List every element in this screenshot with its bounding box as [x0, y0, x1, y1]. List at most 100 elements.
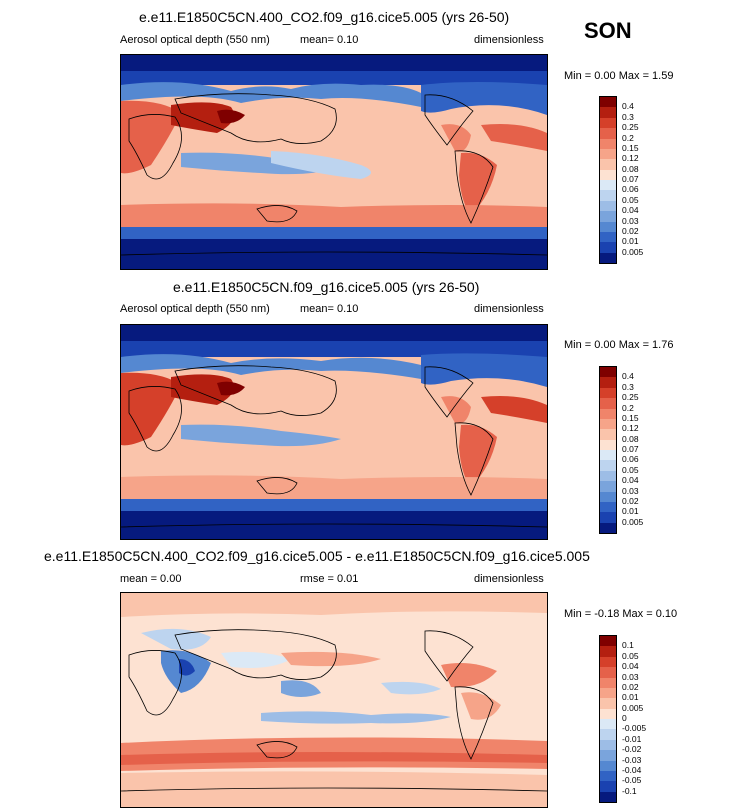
- colorbar-swatch: [600, 190, 616, 201]
- colorbar-swatch: [600, 781, 616, 792]
- colorbar-swatch: [600, 450, 616, 461]
- colorbar-tick-label: 0.02: [622, 681, 639, 692]
- panel2-title: e.e11.E1850C5CN.f09_g16.cice5.005 (yrs 2…: [173, 279, 480, 295]
- colorbar-swatch: [600, 687, 616, 699]
- colorbar-swatch: [600, 377, 616, 388]
- colorbar-tick-label: 0.15: [622, 142, 639, 153]
- panel2-colorbar-labels: 0.4 0.3 0.25 0.2 0.15 0.12 0.08 0.07 0.06 0.05 0.0…: [622, 366, 662, 534]
- panel2-mean-label: mean= 0.10: [300, 303, 359, 315]
- colorbar-tick-label: 0.25: [622, 392, 639, 403]
- colorbar-tick-label: 0.12: [622, 153, 639, 164]
- colorbar-tick-label: -0.03: [622, 754, 642, 765]
- colorbar-swatch: [600, 646, 616, 657]
- colorbar-tick-label: 0.02: [622, 225, 639, 236]
- colorbar-swatch: [600, 770, 616, 782]
- panel2-map: [120, 324, 548, 540]
- panel1-title: e.e11.E1850C5CN.400_CO2.f09_g16.cice5.00…: [139, 9, 510, 25]
- colorbar-tick-label: 0.005: [622, 702, 644, 713]
- colorbar-swatch: [600, 708, 616, 719]
- colorbar-swatch: [600, 408, 616, 419]
- colorbar-swatch: [600, 200, 616, 212]
- colorbar-swatch: [600, 719, 616, 730]
- colorbar-swatch: [600, 460, 616, 471]
- colorbar-tick-label: 0.03: [622, 671, 639, 682]
- panel3-minmax-label: Min = -0.18 Max = 0.10: [564, 608, 678, 620]
- panel1-mean-label: mean= 0.10: [300, 34, 359, 46]
- colorbar-tick-label: 0.005: [622, 246, 644, 257]
- colorbar-tick-label: 0.1: [622, 640, 634, 651]
- colorbar-tick-label: 0.04: [622, 661, 639, 672]
- colorbar-tick-label: 0.2: [622, 402, 634, 413]
- colorbar-swatch: [600, 501, 616, 513]
- panel1-colorbar-labels: 0.4 0.3 0.25 0.2 0.15 0.12 0.08 0.07 0.06 0.05 0.0…: [622, 96, 662, 264]
- colorbar-swatch: [600, 677, 616, 688]
- colorbar-swatch: [600, 439, 616, 450]
- colorbar-tick-label: 0.05: [622, 194, 639, 205]
- colorbar-tick-label: 0.04: [622, 475, 639, 486]
- colorbar-tick-label: 0.25: [622, 122, 639, 133]
- colorbar-swatch: [600, 481, 616, 492]
- colorbar-swatch: [600, 491, 616, 502]
- colorbar-tick-label: 0.06: [622, 184, 639, 195]
- colorbar-tick-label: 0.12: [622, 423, 639, 434]
- colorbar-swatch: [600, 117, 616, 129]
- panel3-title: e.e11.E1850C5CN.400_CO2.f09_g16.cice5.00…: [44, 548, 590, 564]
- colorbar-swatch: [600, 252, 616, 263]
- colorbar-swatch: [600, 791, 616, 802]
- colorbar-tick-label: 0.3: [622, 111, 634, 122]
- panel2-variable-label: Aerosol optical depth (550 nm): [120, 303, 270, 315]
- colorbar-swatch: [600, 470, 616, 482]
- colorbar-tick-label: 0.07: [622, 444, 639, 454]
- colorbar-tick-label: 0.15: [622, 412, 639, 423]
- panel3-rmse-label: rmse = 0.01: [300, 573, 359, 585]
- colorbar-tick-label: 0.4: [622, 371, 634, 382]
- colorbar-swatch: [600, 221, 616, 232]
- colorbar-tick-label: 0.02: [622, 495, 639, 506]
- panel1-variable-label: Aerosol optical depth (550 nm): [120, 34, 270, 46]
- colorbar-tick-label: 0.4: [622, 101, 634, 112]
- colorbar-tick-label: 0.3: [622, 381, 634, 392]
- colorbar-tick-label: 0.01: [622, 506, 639, 517]
- colorbar-swatch: [600, 159, 616, 170]
- panel3-mean-label: mean = 0.00: [120, 573, 182, 585]
- colorbar-tick-label: 0.03: [622, 215, 639, 226]
- panel2-minmax-label: Min = 0.00 Max = 1.76: [564, 339, 674, 351]
- colorbar-tick-label: 0.08: [622, 163, 639, 174]
- colorbar-tick-label: 0.05: [622, 650, 639, 661]
- colorbar-tick-label: 0.06: [622, 454, 639, 465]
- panel3-map: [120, 592, 548, 808]
- colorbar-tick-label: 0.005: [622, 516, 644, 527]
- colorbar-swatch: [600, 429, 616, 440]
- colorbar-swatch: [600, 656, 616, 668]
- panel3-units-label: dimensionless: [474, 573, 544, 585]
- colorbar-swatch: [600, 698, 616, 709]
- colorbar-swatch: [600, 636, 616, 647]
- colorbar-swatch: [600, 231, 616, 243]
- colorbar-swatch: [600, 169, 616, 180]
- colorbar-swatch: [600, 148, 616, 160]
- colorbar-swatch: [600, 128, 616, 139]
- colorbar-tick-label: 0.08: [622, 433, 639, 444]
- panel1-minmax-label: Min = 0.00 Max = 1.59: [564, 70, 674, 82]
- colorbar-tick-label: -0.005: [622, 723, 647, 734]
- colorbar-swatch: [600, 512, 616, 523]
- colorbar-tick-label: 0.2: [622, 132, 634, 143]
- colorbar-swatch: [600, 729, 616, 740]
- colorbar-swatch: [600, 760, 616, 771]
- colorbar-tick-label: 0.04: [622, 205, 639, 216]
- season-label: SON: [584, 18, 632, 43]
- colorbar-swatch: [600, 138, 616, 149]
- colorbar-swatch: [600, 750, 616, 761]
- colorbar-tick-label: 0.05: [622, 464, 639, 475]
- panel3-colorbar: [599, 635, 617, 803]
- colorbar-swatch: [600, 667, 616, 678]
- colorbar-swatch: [600, 398, 616, 409]
- panel1-units-label: dimensionless: [474, 34, 544, 46]
- colorbar-tick-label: -0.04: [622, 764, 642, 775]
- colorbar-tick-label: -0.05: [622, 775, 642, 786]
- colorbar-swatch: [600, 367, 616, 378]
- colorbar-tick-label: 0.03: [622, 485, 639, 496]
- colorbar-swatch: [600, 242, 616, 253]
- colorbar-swatch: [600, 739, 616, 751]
- colorbar-tick-label: -0.01: [622, 733, 642, 744]
